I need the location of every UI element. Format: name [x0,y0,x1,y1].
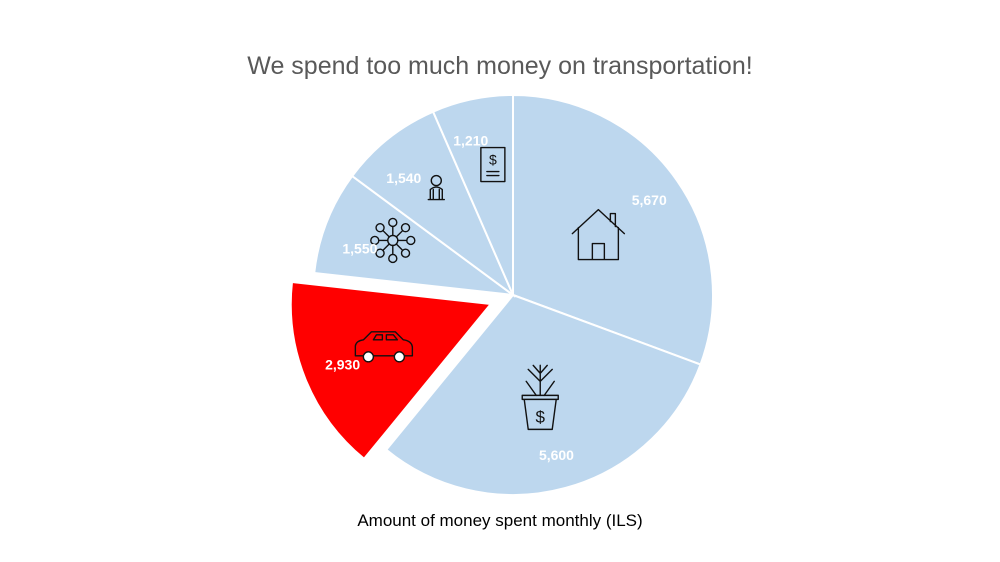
pie-slice-person [350,110,516,299]
x-axis-label: Amount of money spent monthly (ILS) [357,511,643,530]
bill-icon: $ [480,146,506,183]
pie-slice-car [289,280,493,461]
data-label-person: 1,540 [386,170,421,186]
data-label-car: 2,930 [325,356,360,372]
pie-slices [289,93,714,496]
svg-text:$: $ [535,407,545,426]
pie-slice-bill [431,93,514,296]
data-label-bill: 1,210 [453,133,488,149]
chart-title: We spend too much money on transportatio… [247,52,753,80]
svg-text:$: $ [489,152,497,168]
slice-value-labels: 5,670 5,600 2,930 1,550 1,540 1,210 [325,133,667,464]
house-icon [571,208,626,261]
data-label-house: 5,670 [632,192,667,208]
car-icon [354,331,414,363]
pie-slice-house [512,93,714,366]
person-icon [427,174,445,201]
data-label-money-plant: 5,600 [539,447,574,463]
pie-slice-network [313,174,517,297]
money-plant-icon: $ [521,364,559,431]
slice-icons: $$ [354,146,626,431]
network-icon [370,217,416,264]
data-label-network: 1,550 [342,241,377,257]
